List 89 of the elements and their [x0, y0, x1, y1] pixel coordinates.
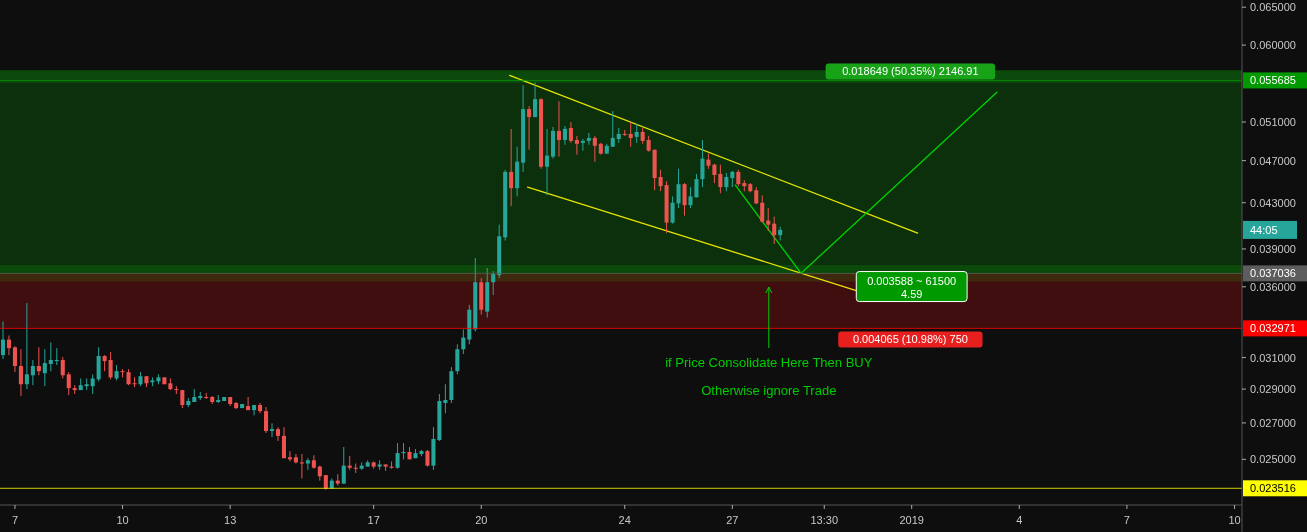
candlestick	[60, 356, 65, 379]
candlestick	[299, 453, 304, 479]
candlestick	[246, 396, 251, 411]
y-tick-label: 0.047000	[1250, 154, 1296, 167]
candlestick	[0, 320, 6, 360]
candlestick	[42, 348, 47, 387]
candlestick	[18, 348, 23, 397]
candlestick	[252, 404, 257, 416]
candlestick	[610, 110, 615, 148]
candlestick	[527, 105, 532, 151]
candlestick	[533, 81, 538, 118]
candlestick	[634, 123, 639, 144]
candlestick	[455, 343, 460, 375]
candlestick	[574, 135, 579, 156]
band-label: 0.018649 (50.35%) 2146.91	[842, 65, 979, 78]
candlestick	[700, 139, 705, 188]
y-tick-label: 0.043000	[1250, 196, 1296, 209]
candlestick	[772, 216, 777, 245]
y-tick-label: 0.029000	[1250, 383, 1296, 396]
x-tick-label: 7	[1123, 514, 1130, 526]
candlestick	[724, 172, 729, 192]
x-tick-label: 13	[224, 514, 237, 526]
candlestick	[341, 446, 346, 485]
candlestick	[66, 371, 71, 396]
y-tick-label: 0.031000	[1250, 351, 1296, 364]
candlestick	[12, 345, 17, 373]
candlestick	[556, 100, 562, 158]
candlestick	[36, 346, 41, 376]
candlestick	[682, 182, 687, 217]
candlestick	[568, 121, 573, 144]
x-tick-label: 20	[475, 514, 488, 526]
candlestick	[275, 426, 281, 442]
candlestick	[48, 341, 53, 372]
y-tick-label: 0.039000	[1250, 242, 1296, 255]
ref-line-label: 0.037036	[1250, 267, 1296, 280]
candlestick	[287, 450, 292, 462]
candlestick	[628, 121, 633, 148]
candlestick	[90, 373, 95, 395]
candlestick	[264, 406, 269, 434]
candlestick	[580, 138, 585, 152]
candlestick	[544, 128, 550, 196]
y-tick-label: 0.036000	[1250, 280, 1296, 293]
x-tick-label: 10	[116, 514, 129, 526]
candlestick	[586, 132, 591, 146]
annotation: Otherwise ignore Trade	[701, 382, 837, 398]
x-tick-label: 13:30	[810, 514, 839, 526]
candlestick	[54, 347, 59, 366]
candlestick	[712, 163, 717, 184]
x-tick-label: 24	[618, 514, 631, 526]
candlestick	[30, 359, 35, 386]
band-label: 0.004065 (10.98%) 750	[852, 333, 968, 346]
y-tick-label: 0.025000	[1250, 453, 1296, 466]
x-tick-label: 7	[11, 514, 19, 526]
annotation: if Price Consolidate Here Then BUY	[665, 354, 873, 370]
candlestick	[443, 383, 448, 414]
candlestick	[281, 426, 286, 459]
y-tick-label: 0.027000	[1250, 416, 1296, 429]
candlestick	[395, 442, 400, 470]
x-tick-label: 27	[726, 514, 739, 526]
x-tick-label: 17	[367, 514, 380, 526]
x-tick-label: 10	[1228, 514, 1241, 526]
y-tick-label: 0.051000	[1250, 115, 1296, 128]
candlestick	[760, 194, 765, 224]
candlestick	[718, 164, 723, 194]
ref-line-label: 0.032971	[1250, 322, 1296, 335]
candlestick	[491, 270, 496, 296]
candlestick	[592, 135, 597, 163]
candlestick	[6, 334, 11, 356]
annotation: 0.003588 ~ 61500 4.59	[867, 274, 957, 300]
text: 44:05	[1250, 223, 1278, 236]
ref-line-label: 0.055685	[1250, 74, 1296, 87]
y-tick-label: 0.065000	[1250, 1, 1296, 14]
candlestick	[658, 169, 663, 192]
ref-line-label: 0.023516	[1250, 482, 1296, 495]
candlestick	[108, 351, 113, 380]
candlestick	[509, 128, 514, 207]
candlestick	[24, 302, 29, 390]
candlestick	[562, 125, 567, 146]
x-tick-label: 2019	[899, 514, 924, 526]
candlestick	[293, 453, 298, 465]
candlestick	[676, 168, 681, 209]
candlestick	[305, 457, 310, 471]
candlestick	[461, 328, 466, 355]
x-tick-label: 4	[1016, 514, 1023, 526]
candlestick	[670, 195, 675, 225]
candlestick	[269, 422, 275, 438]
y-tick-label: 0.060000	[1250, 39, 1296, 52]
candlestick	[766, 207, 771, 232]
candlestick	[96, 346, 101, 382]
